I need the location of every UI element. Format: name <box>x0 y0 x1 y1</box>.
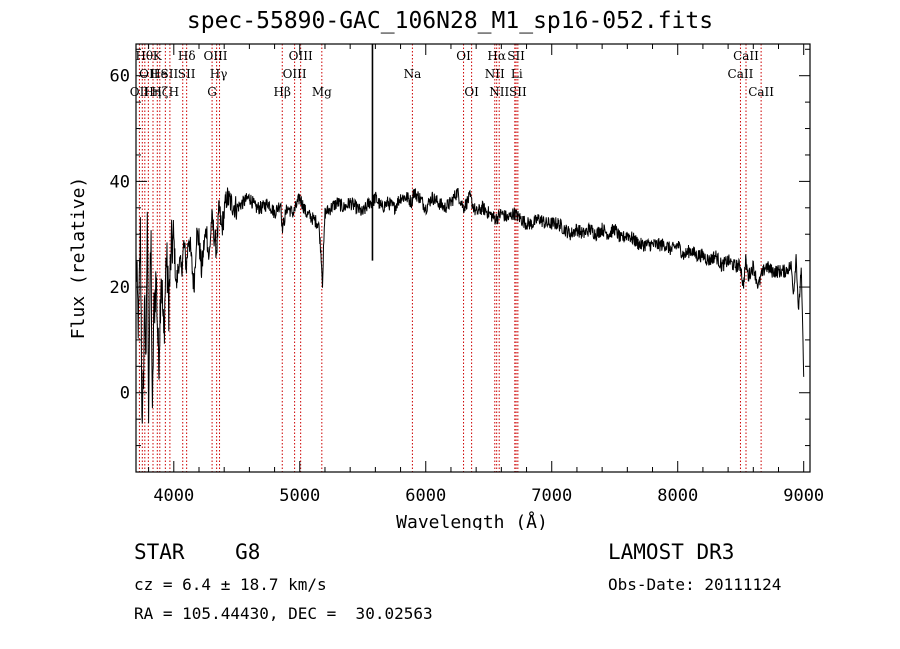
line-label: Hγ <box>210 67 228 81</box>
y-tick-label: 0 <box>120 384 130 404</box>
line-label: NII <box>485 67 505 81</box>
line-label: K <box>153 49 163 63</box>
line-label: OI <box>456 49 471 63</box>
spectrum-chart: 4000 5000 6000 7000 8000 9000 0 20 40 60 OII Hθ OII… <box>68 43 824 530</box>
line-label: OIII <box>203 49 227 63</box>
flux-trace <box>135 187 805 424</box>
line-label: OIII <box>283 67 307 81</box>
line-label: Hζ <box>151 85 168 99</box>
x-tick-label: 4000 <box>153 486 194 506</box>
x-tick-label: 9000 <box>783 486 824 506</box>
line-label: Hη <box>144 85 162 99</box>
y-tick-label: 40 <box>110 172 130 192</box>
line-label: CaII <box>728 67 754 81</box>
line-label: CaII <box>733 49 759 63</box>
line-label: NII <box>489 85 509 99</box>
series <box>135 44 805 424</box>
observation-date: Obs-Date: 20111124 <box>608 575 782 594</box>
y-tick-label: 20 <box>110 278 130 298</box>
object-class: STAR G8 <box>134 540 261 564</box>
x-tick-label: 7000 <box>531 486 572 506</box>
line-label: Hδ <box>178 49 196 63</box>
line-label: Hα <box>487 49 506 63</box>
line-label: SII <box>509 85 527 99</box>
x-tick-label: 8000 <box>657 486 698 506</box>
line-markers <box>138 44 762 472</box>
x-axis-label: Wavelength (Å) <box>396 511 548 530</box>
line-label: OIII <box>289 49 313 63</box>
x-tick-label: 5000 <box>279 486 320 506</box>
line-label: He <box>150 67 168 81</box>
line-label: Hβ <box>274 85 291 99</box>
line-label: CaII <box>748 85 774 99</box>
line-label: H <box>169 85 179 99</box>
redshift-velocity: cz = 6.4 ± 18.7 km/s <box>134 575 327 594</box>
line-label: G <box>207 85 217 99</box>
line-label: Hθ <box>135 49 153 63</box>
line-label: OI <box>464 85 479 99</box>
chart-title: spec-55890-GAC_106N28_M1_sp16-052.fits <box>186 8 714 34</box>
line-label: SII <box>161 67 179 81</box>
line-label: OII <box>139 67 159 81</box>
line-label: SII <box>507 49 525 63</box>
line-label: OII <box>130 85 150 99</box>
y-tick-label: 60 <box>110 67 130 87</box>
line-label: Li <box>511 67 523 81</box>
y-axis-label: Flux (relative) <box>68 177 89 340</box>
x-tick-label: 6000 <box>405 486 446 506</box>
line-label: Na <box>404 67 422 81</box>
line-label: Mg <box>312 85 332 99</box>
line-labels: OIIHθOIIHηHeKHζSIIHHδSIIGHγOIIIHβOIIIOII… <box>130 49 775 99</box>
line-label: SII <box>178 67 196 81</box>
survey-name: LAMOST DR3 <box>608 540 735 564</box>
coordinates: RA = 105.44430, DEC = 30.02563 <box>134 604 433 623</box>
ticks: 4000 5000 6000 7000 8000 9000 0 20 40 60 <box>110 44 824 506</box>
